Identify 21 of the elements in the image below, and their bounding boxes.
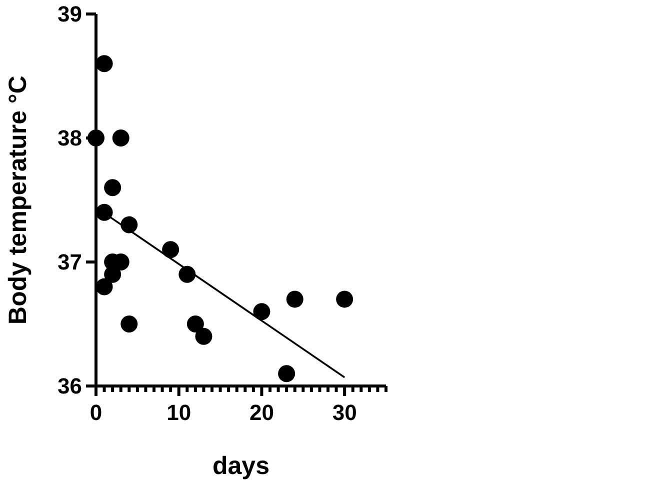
y-tick-label: 37 <box>58 250 82 275</box>
x-tick-label: 20 <box>249 400 274 425</box>
point <box>186 316 204 332</box>
point <box>278 365 296 382</box>
y-tick-label: 36 <box>58 374 82 399</box>
point <box>112 130 130 146</box>
x-tick-label: 30 <box>332 400 357 425</box>
x-tick-label: 0 <box>90 400 102 425</box>
point <box>286 290 304 308</box>
point <box>195 328 212 345</box>
y-tick-label: 39 <box>58 2 82 27</box>
point <box>120 316 138 332</box>
point <box>104 179 122 196</box>
point <box>96 55 113 72</box>
point <box>253 303 270 320</box>
x-tick-label: 10 <box>166 400 192 425</box>
x-axis-title: days <box>212 452 270 480</box>
point <box>162 241 180 258</box>
y-tick-label: 38 <box>58 126 82 151</box>
y-axis-title: Body temperature °C <box>4 76 32 324</box>
point <box>336 290 354 308</box>
